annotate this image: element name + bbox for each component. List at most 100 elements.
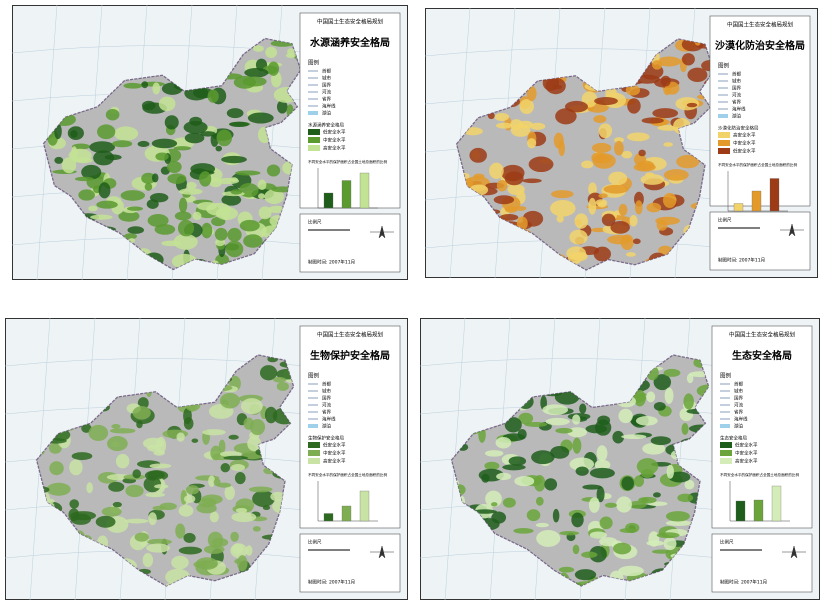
cover-patch — [230, 531, 239, 542]
cover-patch — [177, 219, 195, 237]
cover-patch — [70, 511, 97, 521]
cover-patch — [132, 406, 151, 420]
cover-patch — [665, 511, 690, 522]
cover-patch — [285, 53, 296, 58]
cover-patch — [239, 219, 260, 232]
cover-patch — [513, 528, 534, 534]
cover-patch — [589, 546, 607, 563]
cover-patch — [191, 438, 199, 443]
map-panel: 中国国土生态安全格局规划沙漠化防治安全格局图例首都城市国界河流省界海岸线湖泊沙漠… — [424, 7, 818, 279]
cover-patch — [243, 417, 254, 430]
legend-item: 国界 — [322, 396, 331, 402]
cover-patch — [61, 157, 77, 174]
chart-title: 不同安全水平的保护面积占全国土地总面积的比例 — [718, 162, 797, 167]
cover-patch — [109, 428, 136, 434]
cover-patch — [105, 108, 120, 121]
cover-patch — [124, 518, 149, 524]
cover-patch — [201, 494, 223, 505]
cover-patch — [519, 99, 535, 115]
legend-item: 河流 — [322, 89, 331, 96]
legend-level: 中安全水平 — [323, 450, 346, 457]
cover-patch — [518, 412, 534, 425]
legend-item: 湖泊 — [732, 113, 741, 120]
cover-patch — [604, 502, 617, 508]
legend-frame — [709, 15, 811, 207]
cover-patch — [202, 429, 226, 436]
cover-patch — [495, 436, 512, 449]
legend-item: 海岸线 — [732, 106, 746, 113]
legend-title: 图例 — [720, 372, 732, 380]
cover-patch — [112, 501, 122, 508]
cover-patch — [111, 424, 121, 429]
north-arrow — [782, 545, 806, 559]
cover-patch — [209, 511, 219, 523]
cover-patch — [633, 163, 656, 172]
cover-patch — [234, 471, 246, 485]
cover-patch — [235, 507, 248, 513]
cover-patch — [516, 216, 528, 231]
cover-patch — [171, 555, 189, 570]
cover-patch — [595, 199, 608, 206]
cover-patch — [598, 193, 608, 199]
cover-patch — [629, 215, 638, 227]
cover-patch — [663, 537, 677, 551]
cover-patch — [243, 234, 263, 248]
cover-patch — [81, 164, 102, 180]
cover-patch — [660, 75, 671, 87]
cover-patch — [613, 137, 625, 143]
bar — [323, 192, 334, 209]
cover-patch — [591, 227, 607, 233]
cover-patch — [259, 365, 278, 381]
legend-item: 城市 — [732, 78, 741, 85]
cover-patch — [220, 392, 240, 409]
cover-patch — [143, 476, 162, 493]
cover-patch — [524, 422, 548, 427]
legend-item: 首都 — [732, 71, 741, 78]
cover-patch — [178, 188, 203, 195]
cover-patch — [214, 227, 228, 241]
cover-patch — [489, 162, 504, 179]
legend-swatch — [308, 145, 320, 151]
cover-patch — [137, 140, 150, 148]
legend-level: 中安全水平 — [323, 137, 346, 144]
cover-patch — [242, 76, 267, 87]
cover-patch — [183, 417, 194, 430]
cover-patch — [147, 214, 169, 227]
cover-patch — [650, 436, 671, 446]
cover-patch — [247, 112, 274, 124]
cover-patch — [151, 173, 159, 183]
cover-patch — [665, 520, 692, 526]
cover-patch — [158, 96, 176, 112]
cover-patch — [552, 508, 560, 523]
cover-patch — [252, 45, 264, 52]
cover-patch — [684, 479, 695, 490]
legend-item: 湖泊 — [322, 423, 331, 430]
cover-patch — [258, 193, 265, 200]
cover-patch — [572, 437, 582, 454]
cover-patch — [687, 67, 708, 82]
legend-panel: 中国国土生态安全格局规划生态安全格局图例首都城市国界河流省界海岸线湖泊生态安全格… — [711, 325, 813, 529]
cover-patch — [571, 512, 584, 528]
cover-patch — [54, 156, 64, 164]
cover-patch — [108, 481, 125, 492]
cover-patch — [619, 528, 638, 533]
cover-patch — [88, 205, 98, 212]
cover-patch — [252, 526, 261, 532]
cover-patch — [491, 502, 498, 507]
cover-patch — [96, 124, 116, 140]
cover-patch — [276, 100, 288, 114]
legend-item: 省界 — [734, 409, 743, 416]
cover-patch — [186, 181, 197, 190]
map-panel: 中国国土生态安全格局规划生物保护安全格局图例首都城市国界河流省界海岸线湖泊生物保… — [4, 317, 408, 601]
legend-item: 城市 — [734, 388, 743, 395]
cover-patch — [663, 169, 689, 181]
cover-patch — [574, 569, 597, 581]
cover-patch — [125, 484, 144, 498]
cover-patch — [597, 415, 611, 426]
cover-patch — [598, 123, 613, 139]
cover-patch — [618, 408, 633, 424]
cover-patch — [164, 115, 179, 130]
legend-swatch — [720, 442, 732, 448]
